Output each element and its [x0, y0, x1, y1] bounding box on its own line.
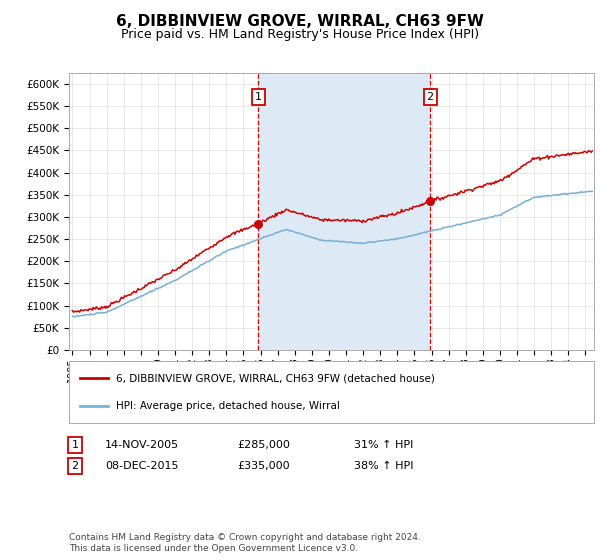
- Text: 14-NOV-2005: 14-NOV-2005: [105, 440, 179, 450]
- Text: 1: 1: [71, 440, 79, 450]
- Text: HPI: Average price, detached house, Wirral: HPI: Average price, detached house, Wirr…: [116, 400, 340, 410]
- Text: Price paid vs. HM Land Registry's House Price Index (HPI): Price paid vs. HM Land Registry's House …: [121, 28, 479, 41]
- Text: 2: 2: [427, 92, 434, 102]
- Bar: [259, 73, 430, 350]
- Text: Contains HM Land Registry data © Crown copyright and database right 2024.
This d: Contains HM Land Registry data © Crown c…: [69, 533, 421, 553]
- Text: 38% ↑ HPI: 38% ↑ HPI: [354, 461, 413, 471]
- Text: 6, DIBBINVIEW GROVE, WIRRAL, CH63 9FW (detached house): 6, DIBBINVIEW GROVE, WIRRAL, CH63 9FW (d…: [116, 374, 435, 384]
- Text: 2: 2: [71, 461, 79, 471]
- Text: 1: 1: [255, 92, 262, 102]
- Text: £335,000: £335,000: [237, 461, 290, 471]
- Text: 6, DIBBINVIEW GROVE, WIRRAL, CH63 9FW: 6, DIBBINVIEW GROVE, WIRRAL, CH63 9FW: [116, 14, 484, 29]
- Text: £285,000: £285,000: [237, 440, 290, 450]
- Text: 31% ↑ HPI: 31% ↑ HPI: [354, 440, 413, 450]
- Text: 08-DEC-2015: 08-DEC-2015: [105, 461, 179, 471]
